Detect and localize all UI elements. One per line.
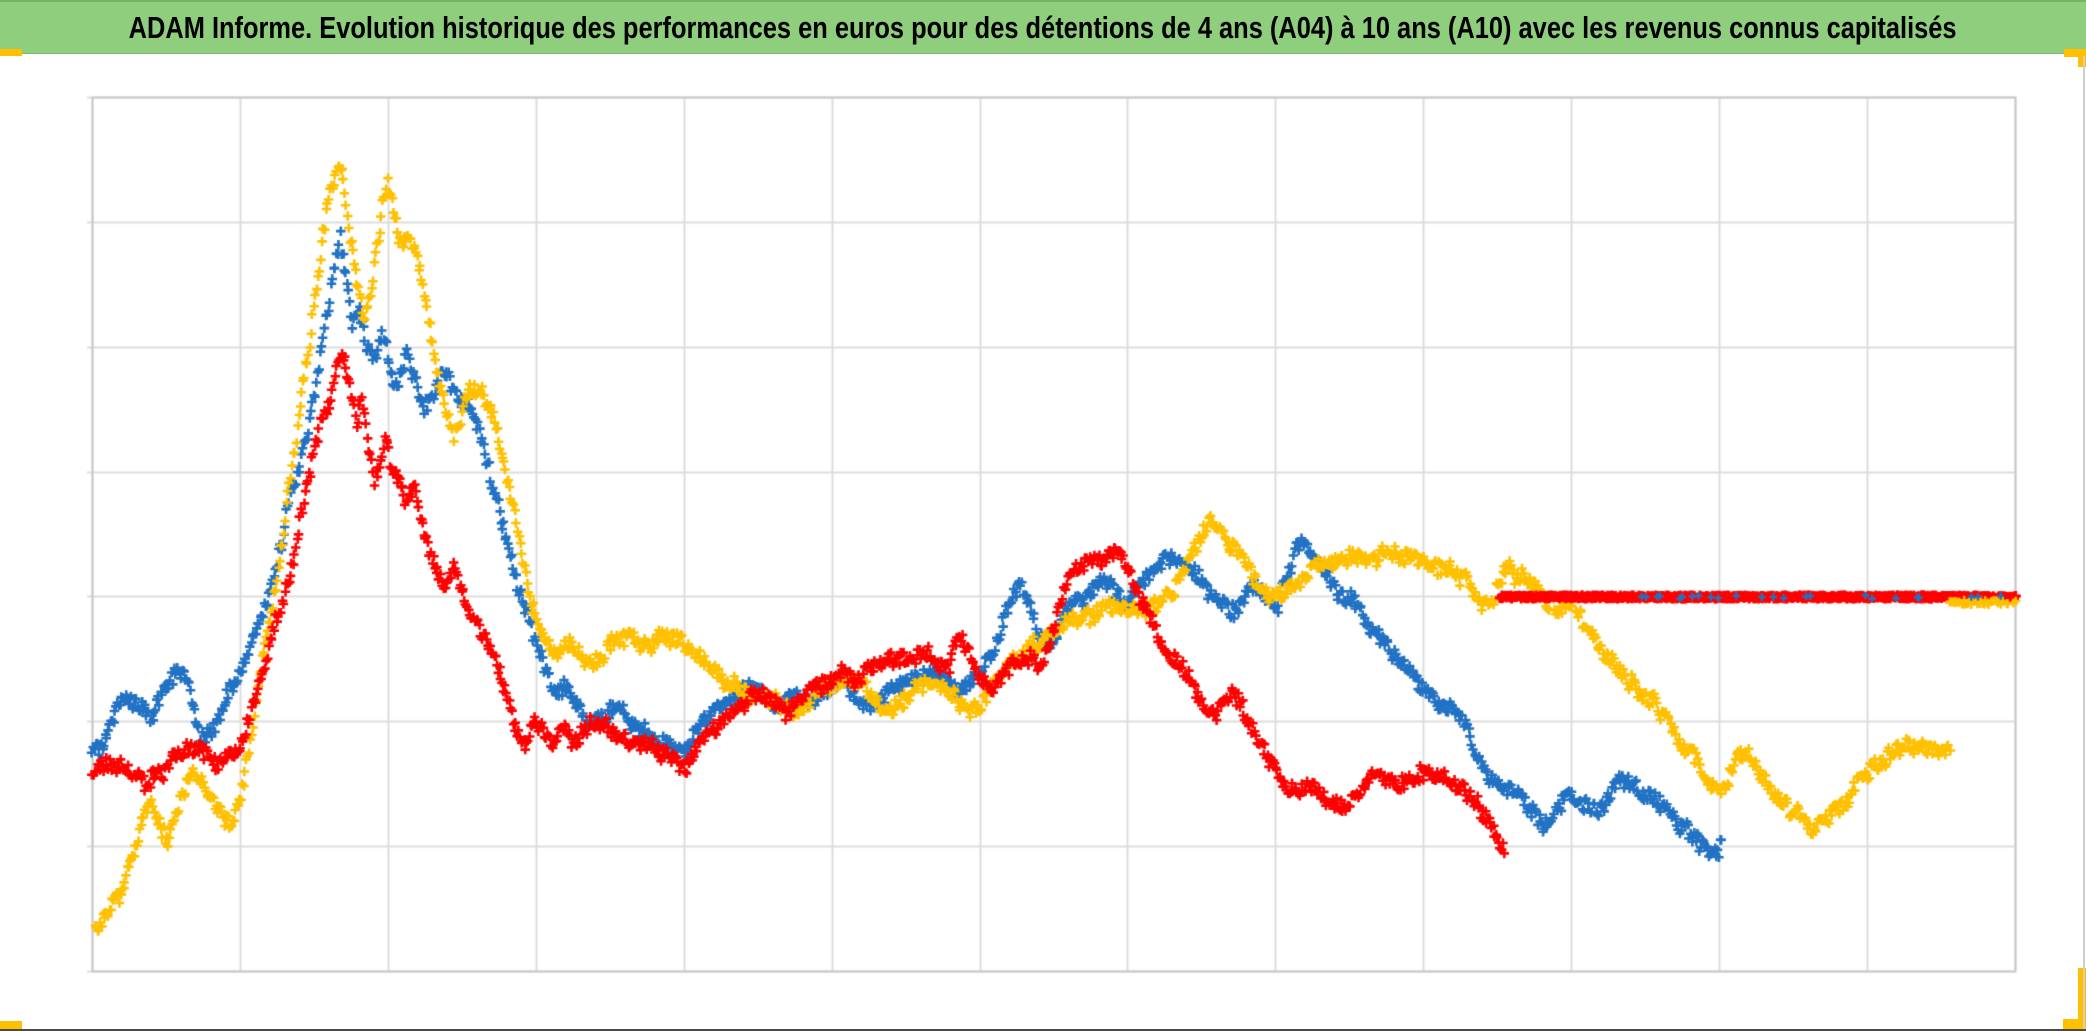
corner-bracket-rect xyxy=(0,49,22,56)
title-bar: ADAM Informe. Evolution historique des p… xyxy=(0,0,2086,54)
window-bottom-edge xyxy=(0,1029,2086,1031)
corner-bracket-rect xyxy=(2078,49,2086,67)
corner-bracket-rect xyxy=(2078,968,2086,1030)
page-title: ADAM Informe. Evolution historique des p… xyxy=(129,9,1957,45)
corner-bracket-rect xyxy=(2063,1019,2086,1031)
chart-frame-right-border xyxy=(2083,56,2085,1029)
corner-bracket-rect xyxy=(0,1021,22,1029)
corner-bracket-rect xyxy=(2064,49,2086,57)
